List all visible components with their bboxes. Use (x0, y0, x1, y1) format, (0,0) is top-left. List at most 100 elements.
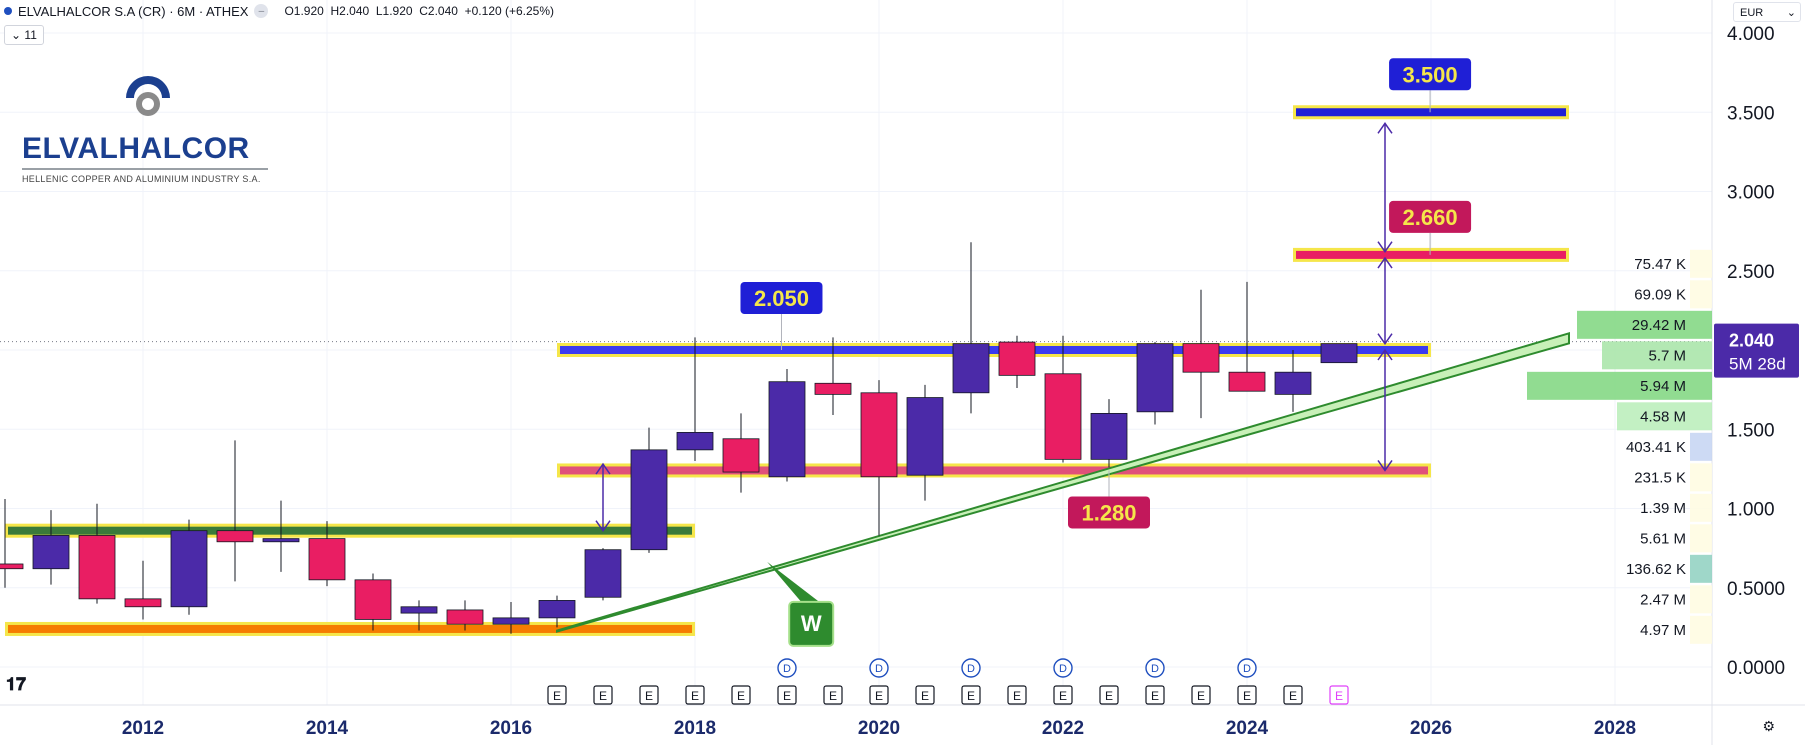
dividend-marker (1237, 658, 1257, 678)
event-markers: E E E E E E E E E E E E E E E E E E D D D D D D (547, 658, 1349, 705)
x-tick-label: 2022 (1042, 718, 1084, 739)
level-tag-label: 2.050 (754, 286, 809, 311)
dividend-marker-label: D (875, 663, 883, 675)
volume-profile-bar (1602, 341, 1712, 370)
level-zone (560, 466, 1428, 475)
y-tick-label: 0.5000 (1727, 579, 1785, 600)
earnings-marker (593, 685, 613, 705)
logo-tagline: HELLENIC COPPER AND ALUMINIUM INDUSTRY S… (22, 168, 268, 184)
dividend-marker-label: D (783, 663, 791, 675)
measure-arrow-head (1377, 460, 1393, 472)
measure-arrow-head (1377, 122, 1393, 134)
earnings-marker (1237, 685, 1257, 705)
dividend-marker (1053, 658, 1073, 678)
earnings-marker-label: E (1151, 689, 1159, 703)
currency-selector[interactable]: EUR ⌄ (1733, 2, 1801, 22)
volume-profile-label: 2.47 M (1640, 591, 1686, 608)
candle-body (1044, 373, 1082, 460)
earnings-marker (1329, 685, 1349, 705)
earnings-marker-label: E (875, 689, 883, 703)
earnings-marker-label: E (1059, 689, 1067, 703)
candle-body (1228, 371, 1266, 392)
candle-body (1274, 371, 1312, 395)
trendline-callout-pointer (767, 561, 820, 602)
earnings-marker-label: E (691, 689, 699, 703)
level-zone (1296, 250, 1566, 259)
candle-body (860, 392, 898, 478)
level-zone (8, 624, 692, 633)
logo-emblem (126, 76, 170, 116)
y-axis: 4.0003.5003.0002.5002.0001.5001.0000.500… (1714, 24, 1799, 679)
earnings-marker (1007, 685, 1027, 705)
company-logo: ELVALHALCOR HELLENIC COPPER AND ALUMINIU… (22, 70, 272, 184)
logo-wordmark: ELVALHALCOR (22, 132, 250, 165)
candle-body (814, 382, 852, 395)
volume-profile-bar (1617, 402, 1712, 431)
measure-arrow-head (595, 520, 611, 532)
measure-arrow-head (1377, 256, 1393, 269)
candles (0, 242, 1358, 634)
x-axis: 2012 2014 2016 2018 2020 2022 2024 2026 2028 (122, 718, 1636, 739)
level-tag (740, 282, 823, 314)
earnings-marker-label: E (921, 689, 929, 703)
volume-profile-bar (1690, 554, 1712, 583)
dividend-marker (961, 658, 981, 678)
candle-body (768, 381, 806, 478)
symbol-icon (4, 7, 12, 15)
candle-body (722, 438, 760, 473)
high-value: H2.040 (330, 4, 370, 18)
dividend-marker (869, 658, 889, 678)
volume-profile-bar (1690, 280, 1712, 309)
earnings-marker (1099, 685, 1119, 705)
indicators-toggle[interactable]: ⌄ 11 (4, 25, 44, 45)
currency-label: EUR (1740, 7, 1764, 19)
y-tick-label: 1.500 (1727, 420, 1775, 441)
candle-body (0, 563, 24, 570)
candle-body (400, 606, 438, 614)
candle-body (630, 449, 668, 551)
earnings-marker (869, 685, 889, 705)
candle-body (354, 579, 392, 620)
level-tag (1389, 58, 1472, 91)
low-value: L1.920 (375, 4, 413, 18)
volume-profile-label: 4.97 M (1640, 622, 1686, 639)
earnings-marker-label: E (737, 689, 745, 703)
level-zone (8, 526, 692, 535)
candle-body (446, 609, 484, 625)
measure-arrow-head (1377, 241, 1393, 254)
indicators-count: 11 (24, 28, 37, 42)
candle-body (170, 530, 208, 608)
volume-profile-label: 231.5 K (1634, 469, 1686, 486)
candle-body (952, 343, 990, 394)
change-value: +0.120 (+6.25%) (464, 4, 555, 18)
measure-arrows (595, 122, 1393, 532)
candle-body (584, 549, 622, 598)
trendline-label: W (801, 611, 822, 636)
chevron-down-icon: ⌄ (1786, 7, 1796, 19)
tradingview-logo-icon[interactable]: 𝟏𝟕 (6, 674, 27, 694)
earnings-marker (547, 685, 567, 705)
candle-body (906, 397, 944, 476)
settings-icon[interactable]: ⚙ (1762, 718, 1775, 734)
symbol-title[interactable]: ELVALHALCOR S.A (CR) · 6M · ATHEX (18, 3, 249, 19)
earnings-marker (961, 685, 981, 705)
volume-profile-bar (1690, 432, 1712, 461)
earnings-marker-label: E (1197, 689, 1205, 703)
earnings-marker-label: E (599, 689, 607, 703)
measure-arrow-head (595, 462, 611, 475)
earnings-marker (1053, 685, 1073, 705)
candle-body (998, 341, 1036, 376)
volume-profile-bar (1690, 585, 1712, 614)
collapse-icon[interactable]: – (254, 4, 269, 18)
volume-profile-label: 1.39 M (1640, 500, 1686, 517)
volume-profile: 75.47 K 69.09 K 29.42 M 5.7 M 5.94 M 4.58 M 40… (1527, 249, 1712, 644)
y-tick-label: 3.000 (1727, 183, 1775, 204)
symbol-header: ELVALHALCOR S.A (CR) · 6M · ATHEX – O1.9… (0, 0, 554, 22)
earnings-marker-label: E (1013, 689, 1021, 703)
earnings-marker (731, 685, 751, 705)
trendline-group: W (556, 331, 1570, 647)
earnings-marker-label: E (1105, 689, 1113, 703)
volume-profile-bar (1690, 524, 1712, 553)
earnings-marker (1283, 685, 1303, 705)
